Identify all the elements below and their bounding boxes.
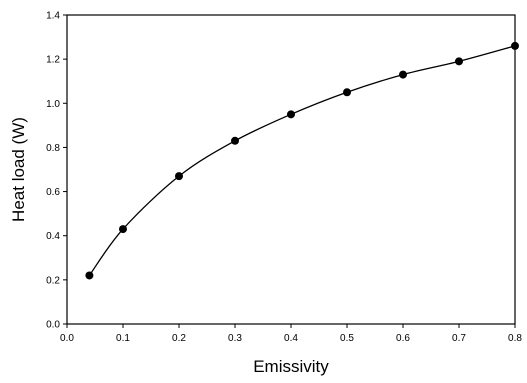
y-tick-label: 0.6 xyxy=(46,187,60,198)
x-tick-label: 0.0 xyxy=(60,333,74,344)
y-axis-ticks: 0.0 0.2 0.4 0.6 0.8 1.0 1.2 1.4 xyxy=(46,11,67,331)
x-tick-label: 0.1 xyxy=(116,333,130,344)
y-tick-label: 1.4 xyxy=(46,11,60,22)
series-layer xyxy=(85,41,519,280)
y-tick-label: 0.0 xyxy=(46,320,60,331)
x-tick-label: 0.2 xyxy=(172,333,186,344)
data-point xyxy=(175,172,183,181)
data-point xyxy=(287,110,295,119)
data-point xyxy=(399,70,407,79)
data-point xyxy=(231,136,239,145)
data-point xyxy=(85,271,94,280)
x-tick-label: 0.7 xyxy=(452,333,466,344)
data-point xyxy=(343,88,351,97)
y-axis-title: Heat load (W) xyxy=(9,117,28,222)
data-point xyxy=(455,57,463,66)
x-axis-ticks: 0.0 0.1 0.2 0.3 0.4 0.5 0.6 0.7 0.8 xyxy=(60,324,522,344)
x-tick-label: 0.4 xyxy=(284,333,298,344)
plot-frame xyxy=(66,14,516,325)
y-tick-label: 1.2 xyxy=(46,55,60,66)
x-axis-title: Emissivity xyxy=(253,357,329,376)
y-tick-label: 0.8 xyxy=(46,143,60,154)
y-tick-label: 0.4 xyxy=(46,231,60,242)
x-tick-label: 0.6 xyxy=(396,333,410,344)
data-point xyxy=(119,225,127,234)
y-tick-label: 1.0 xyxy=(46,99,60,110)
plot-border xyxy=(66,14,516,325)
y-tick-label: 0.2 xyxy=(46,275,60,286)
x-tick-label: 0.3 xyxy=(228,333,242,344)
x-tick-label: 0.8 xyxy=(508,333,522,344)
x-tick-label: 0.5 xyxy=(340,333,354,344)
series-line xyxy=(88,45,516,276)
data-point xyxy=(511,41,519,50)
